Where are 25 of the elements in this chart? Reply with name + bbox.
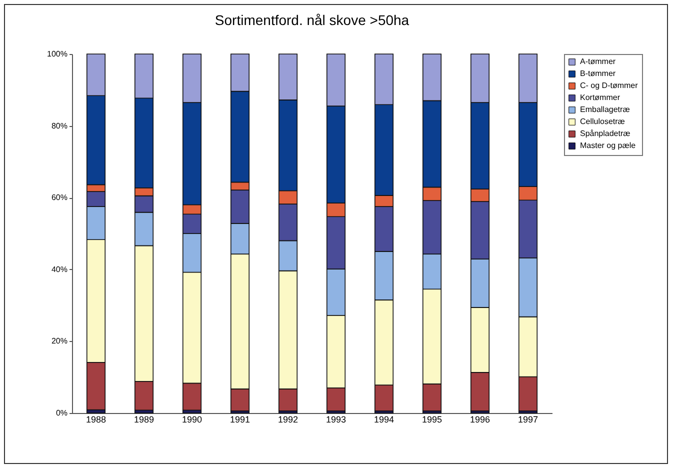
x-tick-label: 1996 (470, 414, 490, 424)
y-tick-label: 100% (47, 50, 68, 58)
legend-label: C- og D-tømmer (580, 81, 638, 90)
y-tick-label: 80% (51, 121, 68, 130)
legend-label: Cellulosetræ (580, 117, 625, 126)
y-tick-label: 20% (51, 336, 68, 346)
x-tick-label: 1994 (374, 414, 394, 424)
x-tick-label: 1995 (422, 414, 442, 424)
legend-label: Spånpladetræ (580, 129, 630, 138)
y-tick-label: 0% (56, 408, 68, 418)
x-tick-label: 1989 (134, 414, 154, 424)
chart-title: Sortimentford. nål skove >50ha (214, 12, 410, 28)
x-tick-label: 1993 (326, 414, 346, 424)
y-tick-label: 60% (51, 193, 68, 202)
y-tick-label: 40% (51, 264, 68, 274)
x-tick-label: 1990 (182, 414, 202, 424)
legend-label: A-tømmer (580, 57, 616, 66)
legend-label: Emballagetræ (580, 105, 630, 114)
x-tick-label: 1991 (230, 414, 250, 424)
legend-label: Kortømmer (580, 93, 620, 102)
legend-label: Master og pæle (580, 141, 636, 150)
x-tick-label: 1988 (86, 414, 106, 424)
x-tick-label: 1997 (518, 414, 538, 424)
x-tick-label: 1992 (278, 414, 298, 424)
legend-label: B-tømmer (580, 69, 616, 78)
